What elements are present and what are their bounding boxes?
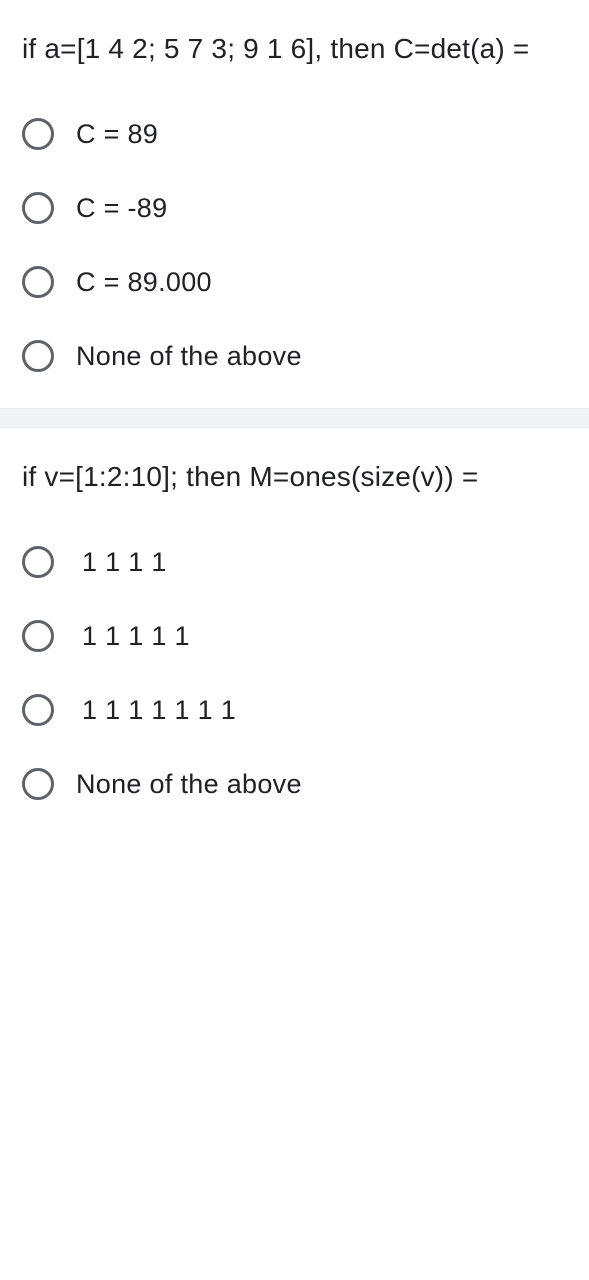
radio-icon [22,620,54,652]
option-item[interactable]: C = -89 [22,192,567,224]
question-prompt: if a=[1 4 2; 5 7 3; 9 1 6], then C=det(a… [22,28,567,70]
option-item[interactable]: 1 1 1 1 1 1 1 [22,694,567,726]
option-item[interactable]: C = 89.000 [22,266,567,298]
options-list: 1 1 1 1 1 1 1 1 1 1 1 1 1 1 1 1 None of … [22,546,567,800]
option-label: None of the above [76,769,302,800]
radio-icon [22,266,54,298]
option-label: C = 89.000 [76,267,212,298]
option-item[interactable]: C = 89 [22,118,567,150]
radio-icon [22,340,54,372]
radio-icon [22,192,54,224]
radio-icon [22,694,54,726]
radio-icon [22,118,54,150]
options-list: C = 89 C = -89 C = 89.000 None of the ab… [22,118,567,372]
option-label: None of the above [76,341,302,372]
option-label: 1 1 1 1 [76,547,167,578]
question-block-2: if v=[1:2:10]; then M=ones(size(v)) = 1 … [0,428,589,836]
radio-icon [22,768,54,800]
quiz-container: if a=[1 4 2; 5 7 3; 9 1 6], then C=det(a… [0,0,589,836]
option-item[interactable]: None of the above [22,768,567,800]
question-prompt: if v=[1:2:10]; then M=ones(size(v)) = [22,456,567,498]
question-block-1: if a=[1 4 2; 5 7 3; 9 1 6], then C=det(a… [0,0,589,408]
option-label: 1 1 1 1 1 [76,621,190,652]
option-label: C = -89 [76,193,167,224]
radio-icon [22,546,54,578]
option-label: C = 89 [76,119,158,150]
option-item[interactable]: None of the above [22,340,567,372]
option-label: 1 1 1 1 1 1 1 [76,695,236,726]
option-item[interactable]: 1 1 1 1 [22,546,567,578]
option-item[interactable]: 1 1 1 1 1 [22,620,567,652]
question-divider [0,408,589,428]
